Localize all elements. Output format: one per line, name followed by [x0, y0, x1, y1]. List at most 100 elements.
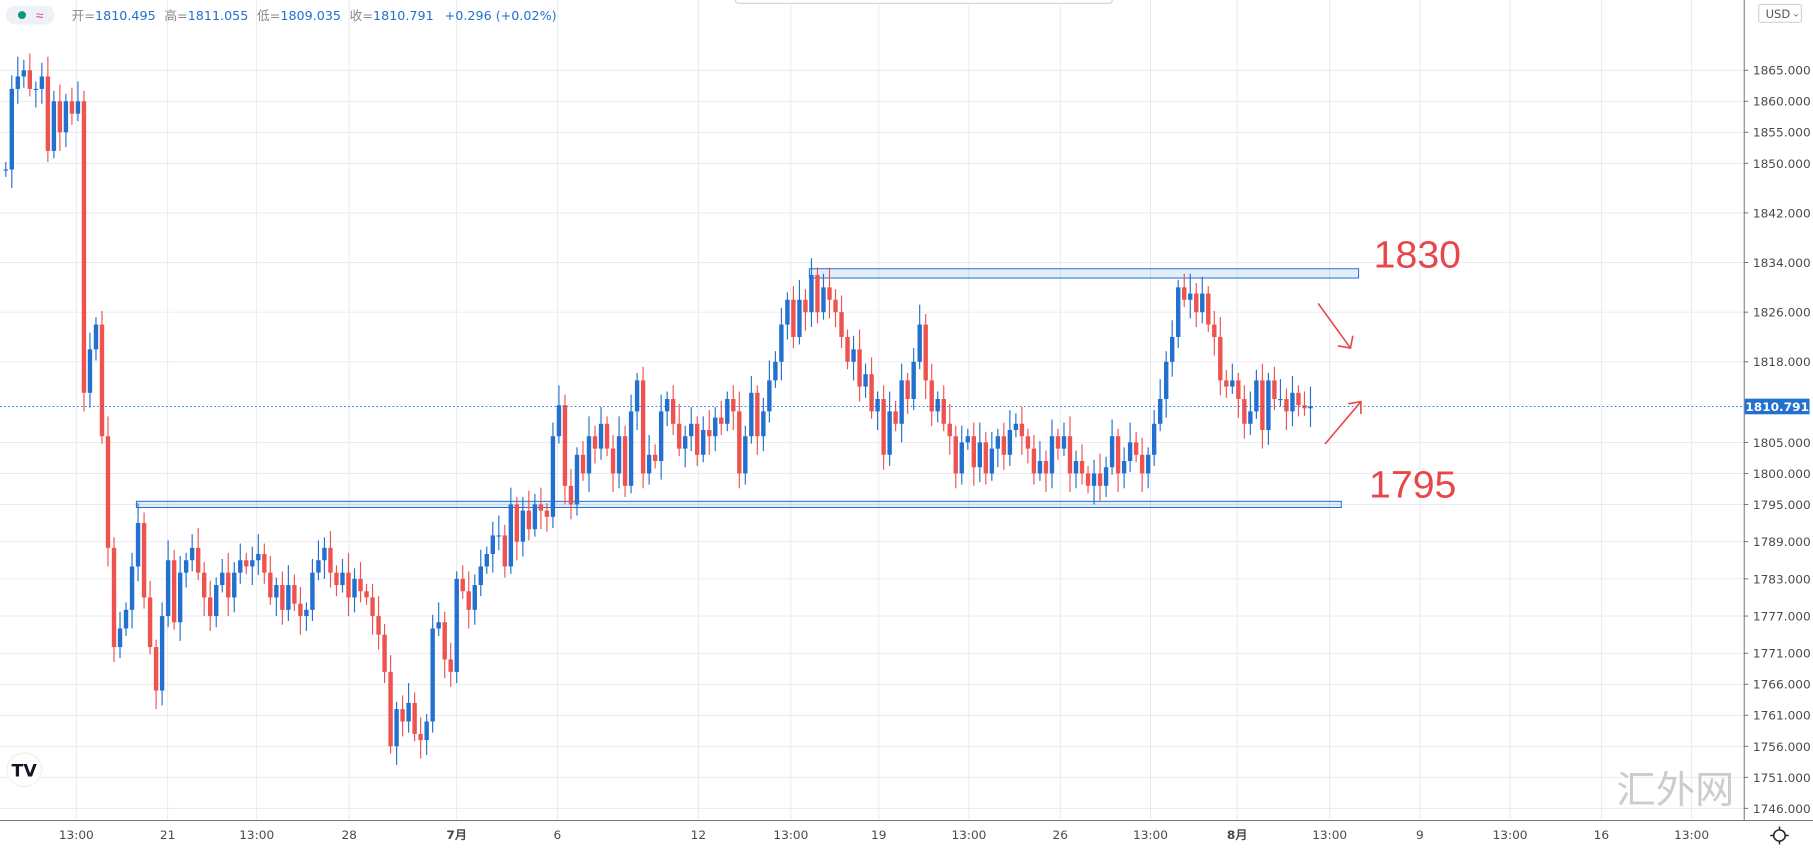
legend-badge[interactable]: [5, 5, 55, 25]
candle-body: [117, 628, 123, 648]
candle: [773, 351, 778, 388]
candle-body: [935, 398, 940, 412]
time-axis[interactable]: 13:00 21 13:00 28 7月 6 12 13:00 19 13:00 26 13:00 8月…: [59, 828, 1709, 842]
candle-body: [1206, 293, 1211, 325]
candle-body: [995, 436, 1001, 449]
candle: [490, 521, 495, 573]
candle-body: [682, 436, 688, 449]
candle-body: [412, 702, 417, 734]
candle: [376, 596, 381, 650]
candle-body: [695, 423, 700, 455]
x-tick-label: 13:00: [773, 828, 808, 842]
candle-body: [352, 578, 357, 598]
candle-body: [580, 454, 586, 474]
candle-body: [568, 485, 574, 505]
candle-body: [1260, 380, 1265, 430]
candle-body: [1224, 380, 1229, 387]
candle: [256, 534, 261, 576]
y-tick-label: 1860.000: [1753, 95, 1811, 109]
y-tick-label: 1771.000: [1753, 647, 1811, 661]
gear-icon[interactable]: [1770, 826, 1789, 845]
candle: [208, 580, 213, 631]
candle: [971, 422, 976, 486]
candle-body: [358, 578, 363, 592]
candle-body: [731, 398, 736, 412]
candle: [274, 577, 279, 617]
x-tick-label: 6: [553, 828, 561, 842]
y-tick-label: 1751.000: [1753, 771, 1811, 785]
candle-body: [406, 702, 411, 722]
candle: [676, 403, 682, 457]
candle-body: [1037, 461, 1043, 474]
y-tick-label: 1766.000: [1753, 678, 1811, 692]
candle: [141, 512, 147, 609]
candle-body: [676, 423, 682, 449]
candle-body: [640, 380, 646, 474]
candle-body: [238, 560, 243, 573]
candle: [183, 552, 189, 588]
candle: [1212, 310, 1217, 356]
candle-body: [334, 572, 339, 586]
candle: [508, 487, 514, 574]
candle: [135, 503, 141, 582]
candle: [1151, 410, 1157, 466]
candle: [1061, 422, 1067, 457]
candle: [1115, 428, 1121, 493]
candle-body: [430, 628, 435, 722]
candle-body: [1236, 380, 1241, 399]
candle-body: [1067, 436, 1073, 474]
candle-body: [1133, 442, 1139, 455]
candle-body: [280, 585, 285, 610]
candle-body: [1284, 398, 1289, 412]
candle: [424, 714, 429, 755]
candle-body: [1188, 293, 1193, 300]
candle-body: [153, 647, 159, 691]
candle: [1055, 428, 1061, 460]
candle-body: [737, 411, 742, 474]
candle-body: [460, 578, 465, 592]
y-tick-label: 1842.000: [1753, 207, 1811, 221]
candle: [75, 81, 81, 122]
candle-body: [274, 585, 279, 598]
price-axis[interactable]: 1865.000 1860.000 1855.000 1850.000 1842.000…: [1743, 64, 1811, 816]
candle: [929, 363, 934, 427]
tradingview-logo-icon[interactable]: TV: [6, 752, 43, 787]
candle-body: [670, 398, 676, 424]
arrow-up-right: [1324, 400, 1362, 445]
candle: [63, 93, 69, 148]
candle: [201, 562, 207, 617]
teal-dot-icon: [17, 11, 27, 19]
candle-body: [75, 101, 81, 114]
candle: [364, 583, 369, 605]
candle: [532, 493, 538, 537]
candle: [472, 574, 477, 625]
candle: [1145, 447, 1151, 489]
candle: [232, 562, 237, 613]
candle: [701, 416, 706, 463]
candle-body: [268, 572, 273, 598]
x-tick-label: 8月: [1227, 828, 1248, 842]
candle-body: [574, 454, 580, 505]
candle-body: [466, 591, 471, 610]
candle-body: [442, 622, 447, 660]
y-tick-label: 1789.000: [1753, 535, 1811, 549]
candle: [406, 683, 411, 733]
svg-text:TV: TV: [12, 762, 38, 782]
candle-body: [532, 504, 538, 530]
currency-button[interactable]: USD ⌄: [1758, 3, 1803, 23]
candle-body: [815, 274, 820, 313]
candle-body: [809, 274, 814, 313]
candle: [1073, 450, 1079, 489]
candle-body: [514, 504, 520, 542]
candle-body: [226, 572, 231, 598]
candle: [352, 568, 357, 613]
candle: [400, 695, 405, 737]
candle: [719, 400, 724, 435]
candle: [69, 87, 75, 125]
candle-body: [69, 101, 75, 114]
candle-body: [785, 299, 790, 325]
candle-body: [743, 436, 748, 474]
candle: [550, 422, 556, 528]
candle: [39, 62, 45, 104]
